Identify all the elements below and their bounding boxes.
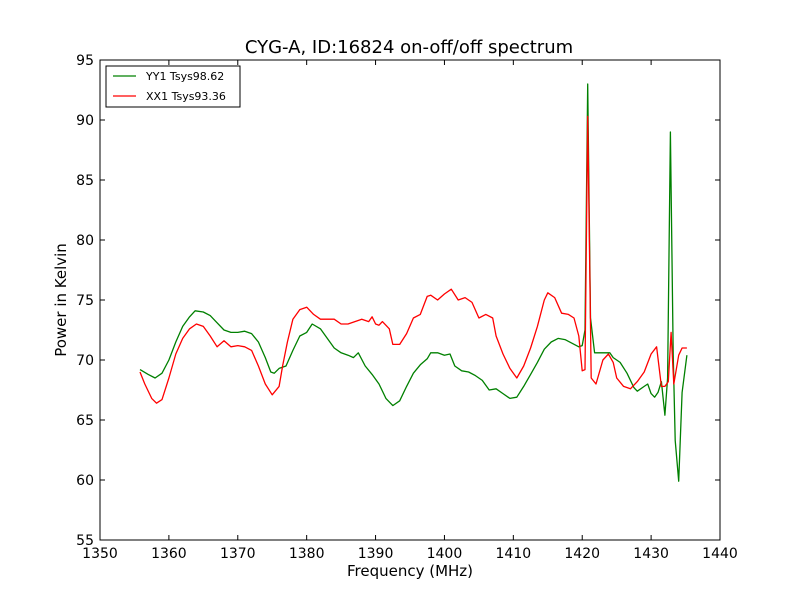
y-tick-label: 70 — [76, 353, 94, 369]
series-line-xx1 — [139, 115, 687, 404]
x-tick-label: 1380 — [289, 546, 325, 562]
y-tick-label: 55 — [76, 533, 94, 549]
x-tick-label: 1390 — [358, 546, 394, 562]
x-tick-label: 1420 — [564, 546, 600, 562]
y-tick-label: 75 — [76, 293, 94, 309]
y-axis-label: Power in Kelvin — [52, 243, 70, 357]
x-tick-label: 1400 — [427, 546, 463, 562]
legend: YY1 Tsys98.62 XX1 Tsys93.36 — [105, 65, 241, 108]
series-line-yy1 — [139, 83, 688, 482]
y-tick-label: 95 — [76, 53, 94, 69]
y-tick-label: 90 — [76, 113, 94, 129]
ticks-layer: 1350 1360 1370 1380 1390 1400 1410 1420 1430 1440… — [76, 53, 738, 562]
series-layer — [139, 83, 688, 482]
x-tick-label: 1370 — [220, 546, 256, 562]
x-tick-label: 1350 — [82, 546, 118, 562]
x-axis-label: Frequency (MHz) — [347, 562, 473, 580]
x-tick-label: 1360 — [151, 546, 187, 562]
y-tick-label: 60 — [76, 473, 94, 489]
legend-box — [105, 65, 241, 108]
x-tick-label: 1410 — [496, 546, 532, 562]
chart-title: CYG-A, ID:16824 on-off/off spectrum — [245, 37, 573, 58]
x-tick-label: 1430 — [633, 546, 669, 562]
x-tick-label: 1440 — [702, 546, 738, 562]
legend-label-xx1: XX1 Tsys93.36 — [146, 90, 226, 103]
legend-label-yy1: YY1 Tsys98.62 — [145, 70, 224, 83]
y-tick-label: 85 — [76, 173, 94, 189]
y-tick-label: 80 — [76, 233, 94, 249]
y-tick-label: 65 — [76, 413, 94, 429]
